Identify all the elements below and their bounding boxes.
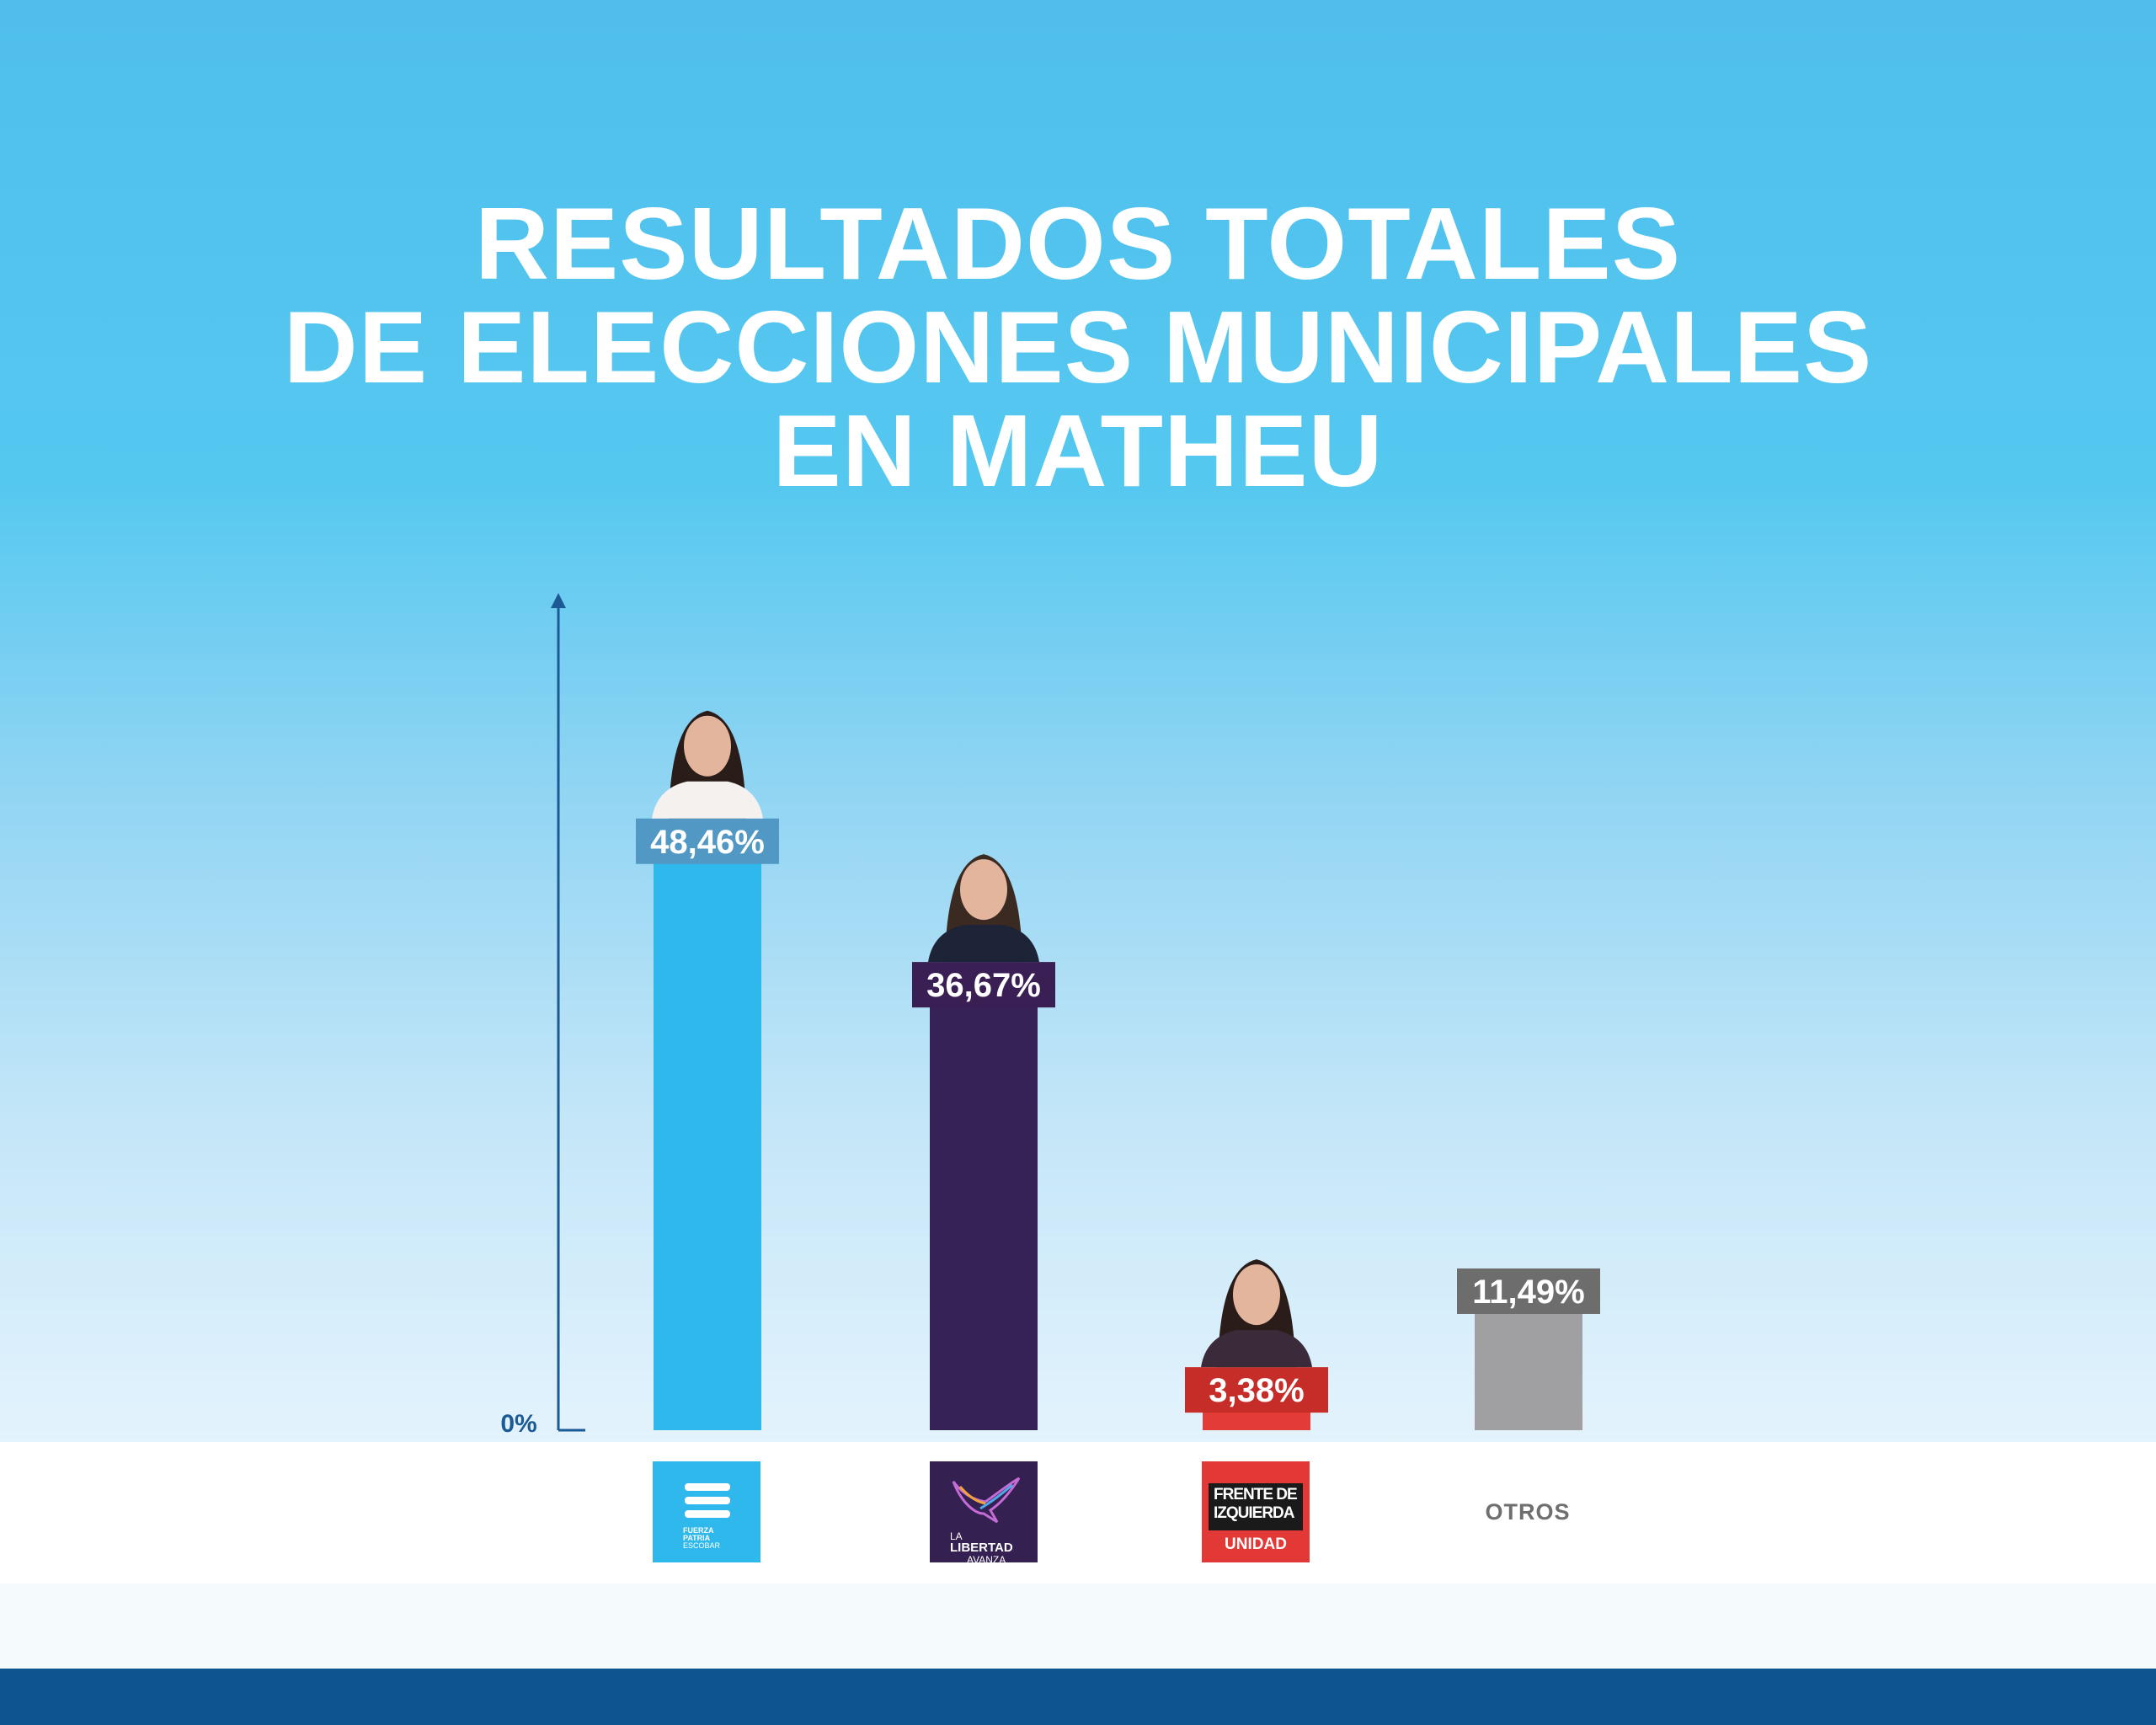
candidate-photo-icon [652,710,763,819]
title-line-1: RESULTADOS TOTALES [474,186,1682,301]
fit-logo-sub: UNIDAD [1225,1535,1287,1553]
value-label-2: 36,67% [926,967,1041,1004]
frente-de-izquierda-logo: FRENTE DE IZQUIERDA UNIDAD [1202,1461,1310,1562]
bar-1 [654,840,761,1430]
y-axis-arrow-icon [551,593,566,608]
value-label-box-4 [1457,1268,1600,1314]
value-label-3: 3,38% [1209,1372,1304,1409]
logo-band [0,1442,2156,1583]
footer-bar [0,1669,2156,1725]
lla-logo-line3: AVANZA [967,1554,1006,1562]
lower-band [0,1583,2156,1668]
fuerza-patria-logo: FUERZA PATRIA ESCOBAR [653,1461,760,1562]
la-libertad-avanza-logo: LA LIBERTAD AVANZA [930,1461,1038,1562]
value-label-box-1 [636,818,779,864]
candidate-photo-icon [1201,1259,1312,1368]
value-label-1: 48,46% [650,824,765,861]
lla-logo-line2: LIBERTAD [950,1541,1013,1555]
title-line-2: DE ELECCIONES MUNICIPALES [283,290,1873,404]
value-label-box-3 [1185,1367,1328,1413]
otros-label: OTROS [1485,1499,1571,1525]
value-label-4: 11,49% [1472,1274,1584,1311]
candidate-photo-icon [928,854,1039,963]
fp-logo-line2: PATRIA [683,1534,711,1542]
bird-icon [952,1477,1021,1524]
page-title: RESULTADOS TOTALES DE ELECCIONES MUNICIP… [0,192,2156,503]
fit-logo-line2: IZQUIERDA [1214,1504,1294,1522]
fit-logo-line1: FRENTE DE [1214,1486,1298,1503]
lla-logo-line1: LA [950,1530,963,1542]
fp-logo-line1: FUERZA [683,1526,714,1535]
value-label-box-2 [912,962,1055,1008]
fp-logo-line3: ESCOBAR [683,1541,721,1550]
y-axis-origin-label: 0% [500,1410,536,1438]
bar-2 [930,984,1038,1430]
flag-stripes-icon [685,1483,730,1491]
title-line-3: EN MATHEU [772,393,1384,508]
